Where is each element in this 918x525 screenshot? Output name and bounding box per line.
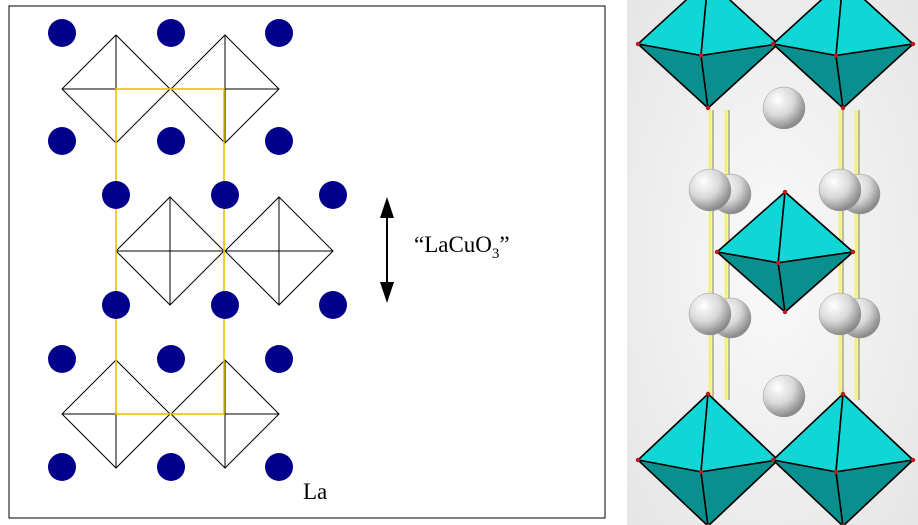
atom-label: La	[303, 479, 327, 504]
cuo6-octahedra-layer	[635, 0, 916, 525]
la-atoms-layer	[48, 19, 347, 481]
oxygen-vertex	[776, 260, 781, 265]
la-atom	[48, 19, 76, 47]
la-atom	[48, 127, 76, 155]
cuo6-octahedron	[770, 391, 916, 525]
la-atom	[211, 291, 239, 319]
la-atom	[102, 181, 130, 209]
oxygen-vertex	[698, 469, 704, 475]
la-sphere	[818, 168, 862, 212]
oxygen-vertex	[840, 105, 846, 111]
la-sphere	[762, 374, 806, 418]
left-schematic-panel: “LaCuO3” La	[8, 5, 606, 519]
double-arrow-icon	[380, 197, 394, 303]
oxygen-vertex	[840, 391, 846, 397]
oxygen-vertex	[714, 249, 720, 255]
bonds-layer	[708, 110, 860, 400]
la-atom	[265, 127, 293, 155]
la-atom	[265, 453, 293, 481]
oxygen-vertex	[635, 41, 641, 47]
la-atom	[157, 127, 185, 155]
cuo6-octahedron	[714, 189, 856, 315]
oxygen-vertex	[770, 457, 776, 463]
cuo6-octahedron	[770, 0, 916, 111]
la-sphere	[688, 168, 732, 212]
cuo6-octahedron	[635, 391, 781, 525]
la-atom	[157, 453, 185, 481]
oxygen-vertex	[635, 457, 641, 463]
cuo6-octahedron	[635, 0, 781, 111]
la-atom	[319, 291, 347, 319]
la-atom	[265, 345, 293, 373]
unit-cell-outline	[115, 88, 225, 415]
la-atom	[211, 181, 239, 209]
la-sphere	[818, 292, 862, 336]
la-atom	[265, 19, 293, 47]
la-atom	[157, 345, 185, 373]
octahedron-outline	[224, 196, 334, 306]
front-spheres-layer	[688, 86, 862, 418]
la-atom	[319, 181, 347, 209]
la-sphere	[762, 86, 806, 130]
oxygen-vertex	[782, 189, 788, 195]
la-atom	[48, 345, 76, 373]
oxygen-vertex	[698, 53, 704, 58]
oxygen-vertex	[770, 41, 776, 47]
la-atom	[157, 19, 185, 47]
oxygen-vertex	[833, 469, 839, 475]
octahedron-outline	[115, 196, 225, 306]
right-3d-render-panel	[627, 0, 918, 525]
la-atom	[48, 453, 76, 481]
left-panel-frame	[8, 5, 606, 519]
oxygen-vertex	[910, 41, 916, 47]
oxygen-vertex	[910, 457, 916, 463]
la-sphere	[688, 292, 732, 336]
la-atom	[102, 291, 130, 319]
structure-label: “LaCuO3”	[414, 232, 510, 262]
oxygen-vertex	[782, 309, 788, 315]
oxygen-vertex	[833, 53, 839, 58]
oxygen-vertex	[705, 391, 711, 397]
oxygen-vertex	[850, 249, 856, 255]
oxygen-vertex	[705, 105, 711, 111]
